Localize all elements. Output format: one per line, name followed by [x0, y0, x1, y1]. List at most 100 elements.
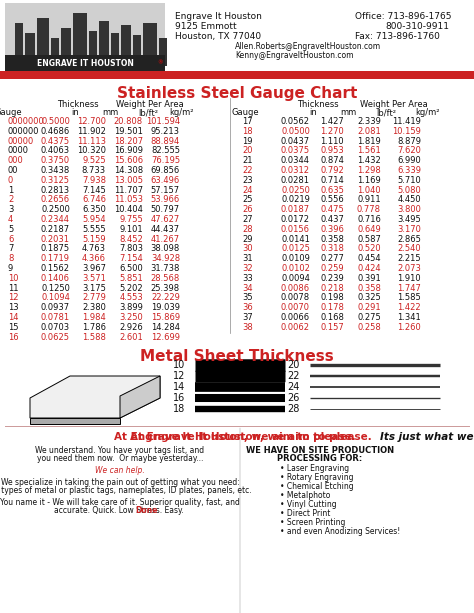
Text: 38.098: 38.098	[151, 245, 180, 253]
Text: 1.786: 1.786	[82, 323, 106, 332]
Text: 7.803: 7.803	[119, 245, 143, 253]
Text: 1.747: 1.747	[397, 284, 421, 292]
Text: in: in	[71, 108, 79, 117]
Text: 24: 24	[288, 382, 300, 392]
Text: 0.1094: 0.1094	[41, 294, 70, 302]
Text: 12: 12	[8, 294, 18, 302]
Text: 15.869: 15.869	[151, 313, 180, 322]
Text: 0.475: 0.475	[320, 205, 344, 214]
Text: 7: 7	[8, 245, 13, 253]
Text: 0.0070: 0.0070	[281, 303, 310, 312]
Text: Engrave It Houston: Engrave It Houston	[175, 12, 262, 21]
Text: 0.0281: 0.0281	[281, 176, 310, 185]
Text: 4.553: 4.553	[119, 294, 143, 302]
Text: 16.909: 16.909	[114, 147, 143, 156]
Text: 1.819: 1.819	[357, 137, 381, 146]
Bar	[73, 13, 87, 66]
Text: 1.910: 1.910	[397, 274, 421, 283]
Text: 57.157: 57.157	[151, 186, 180, 194]
Text: 0.0781: 0.0781	[41, 313, 70, 322]
Text: 2.926: 2.926	[119, 323, 143, 332]
Bar	[159, 38, 167, 66]
Text: 12.699: 12.699	[151, 333, 180, 341]
Text: 0.0562: 0.0562	[281, 117, 310, 126]
Text: 28.568: 28.568	[151, 274, 180, 283]
Bar	[89, 31, 97, 66]
Text: • Laser Engraving: • Laser Engraving	[280, 464, 349, 473]
Text: 0.0062: 0.0062	[281, 323, 310, 332]
Text: 0.0066: 0.0066	[281, 313, 310, 322]
Text: 26: 26	[242, 205, 253, 214]
Text: 0000000: 0000000	[8, 117, 45, 126]
Text: 19: 19	[242, 137, 253, 146]
Text: 19.501: 19.501	[114, 127, 143, 136]
Text: 88.894: 88.894	[151, 137, 180, 146]
Text: 16: 16	[8, 333, 18, 341]
Text: 0.0172: 0.0172	[281, 215, 310, 224]
Text: 6.500: 6.500	[119, 264, 143, 273]
Bar	[5, 55, 165, 71]
Text: 5.710: 5.710	[397, 176, 421, 185]
Text: 0.4375: 0.4375	[41, 137, 70, 146]
Text: 2.540: 2.540	[397, 245, 421, 253]
Text: 14.308: 14.308	[114, 166, 143, 175]
Text: Its just what we do.: Its just what we do.	[380, 432, 474, 442]
Bar	[0, 71, 474, 79]
Text: 0.454: 0.454	[357, 254, 381, 263]
Text: 0.1250: 0.1250	[41, 284, 70, 292]
Bar	[111, 33, 119, 66]
Text: Metal Sheet Thickness: Metal Sheet Thickness	[140, 349, 334, 364]
Text: 28: 28	[288, 404, 300, 414]
Text: At Engrave It Houston, we aim to please.: At Engrave It Houston, we aim to please.	[130, 432, 375, 442]
Text: 1.110: 1.110	[320, 137, 344, 146]
Text: 1.422: 1.422	[397, 303, 421, 312]
Text: 0.2344: 0.2344	[41, 215, 70, 224]
Text: 31: 31	[242, 254, 253, 263]
Text: 0.0125: 0.0125	[281, 245, 310, 253]
Text: 12.700: 12.700	[77, 117, 106, 126]
Text: 5.202: 5.202	[119, 284, 143, 292]
Text: 0.0250: 0.0250	[281, 186, 310, 194]
Text: ®: ®	[157, 61, 163, 66]
Text: 1.585: 1.585	[397, 294, 421, 302]
Text: 13: 13	[8, 303, 18, 312]
Text: • and even Anodizing Services!: • and even Anodizing Services!	[280, 527, 400, 536]
Text: • Vinyl Cutting: • Vinyl Cutting	[280, 500, 337, 509]
Text: 0.258: 0.258	[357, 323, 381, 332]
Text: 17: 17	[242, 117, 253, 126]
Text: • Metalphoto: • Metalphoto	[280, 491, 330, 500]
Text: You name it - We will take care of it. Superior quality, fast, and: You name it - We will take care of it. S…	[0, 498, 240, 507]
Text: 0.277: 0.277	[320, 254, 344, 263]
Text: 18: 18	[242, 127, 253, 136]
Text: 4.763: 4.763	[82, 245, 106, 253]
Text: 00: 00	[8, 166, 18, 175]
Text: 30: 30	[242, 245, 253, 253]
Text: 18.207: 18.207	[114, 137, 143, 146]
Text: 0.0156: 0.0156	[281, 225, 310, 234]
Text: 21: 21	[242, 156, 253, 165]
Text: 0.953: 0.953	[320, 147, 344, 156]
Text: 1.427: 1.427	[320, 117, 344, 126]
Text: ENGRAVE IT HOUSTON: ENGRAVE IT HOUSTON	[36, 58, 134, 67]
Text: 0.635: 0.635	[320, 186, 344, 194]
Text: 00000: 00000	[8, 137, 34, 146]
Text: 0.874: 0.874	[320, 156, 344, 165]
Text: 9.755: 9.755	[119, 215, 143, 224]
Text: 76.195: 76.195	[151, 156, 180, 165]
Text: 36: 36	[242, 303, 253, 312]
Text: Gauge: Gauge	[0, 108, 22, 117]
Text: 3.800: 3.800	[397, 205, 421, 214]
Text: 0.2500: 0.2500	[41, 205, 70, 214]
Bar	[25, 33, 35, 68]
Text: 15.606: 15.606	[114, 156, 143, 165]
Text: 2.865: 2.865	[397, 235, 421, 243]
Text: 11.707: 11.707	[114, 186, 143, 194]
Text: 0.275: 0.275	[357, 313, 381, 322]
Text: 11.419: 11.419	[392, 117, 421, 126]
Text: 15: 15	[8, 323, 18, 332]
Text: 16: 16	[173, 393, 185, 403]
Text: 50.797: 50.797	[151, 205, 180, 214]
Text: 1.298: 1.298	[357, 166, 381, 175]
Text: 6.746: 6.746	[82, 196, 106, 204]
Bar	[5, 3, 165, 71]
